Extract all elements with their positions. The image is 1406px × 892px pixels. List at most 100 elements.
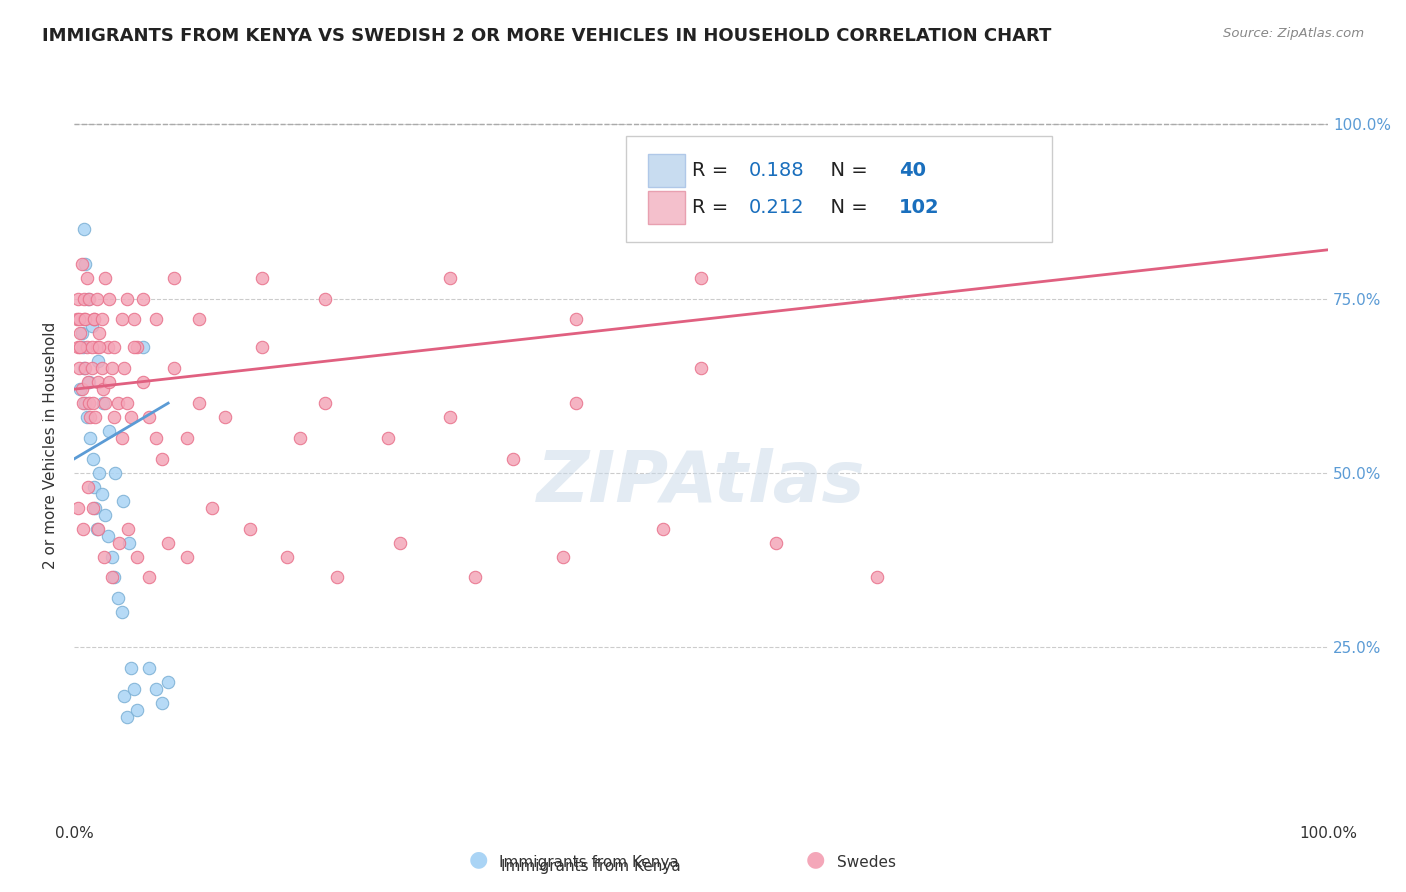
Point — [75, 312, 97, 326]
Point — [75, 396, 97, 410]
Point — [111, 431, 134, 445]
Point — [124, 681, 146, 696]
Point — [239, 522, 262, 536]
Point — [652, 522, 675, 536]
Text: 0.212: 0.212 — [749, 198, 804, 218]
Text: 102: 102 — [900, 198, 939, 218]
Point — [326, 570, 349, 584]
Point — [100, 549, 122, 564]
Point — [90, 361, 112, 376]
Point — [866, 570, 889, 584]
Point — [145, 681, 167, 696]
Point — [464, 570, 486, 584]
Point — [80, 340, 103, 354]
Point — [111, 312, 134, 326]
Point — [76, 410, 98, 425]
Point — [65, 312, 87, 326]
Point — [111, 493, 134, 508]
Point — [103, 340, 125, 354]
Point — [72, 396, 94, 410]
Point — [87, 522, 110, 536]
Point — [79, 410, 101, 425]
Point — [100, 361, 122, 376]
Point — [250, 270, 273, 285]
Point — [157, 535, 180, 549]
Text: ●: ● — [806, 850, 825, 870]
Point — [90, 487, 112, 501]
Text: Swedes: Swedes — [837, 855, 896, 870]
Point — [138, 570, 160, 584]
Point — [108, 535, 131, 549]
Text: R =: R = — [692, 198, 735, 218]
Point — [66, 292, 89, 306]
Point — [86, 340, 108, 354]
Point — [73, 361, 96, 376]
Point — [314, 292, 336, 306]
Point — [107, 591, 129, 606]
Point — [157, 675, 180, 690]
Point — [72, 522, 94, 536]
Point — [188, 312, 211, 326]
Point — [66, 340, 89, 354]
Point — [84, 410, 107, 425]
Point — [145, 312, 167, 326]
Point — [98, 376, 121, 390]
Point — [115, 396, 138, 410]
Text: IMMIGRANTS FROM KENYA VS SWEDISH 2 OR MORE VEHICLES IN HOUSEHOLD CORRELATION CHA: IMMIGRANTS FROM KENYA VS SWEDISH 2 OR MO… — [42, 27, 1052, 45]
Text: R =: R = — [692, 161, 735, 179]
Point — [377, 431, 399, 445]
Point — [75, 257, 97, 271]
Text: ZIPAtlas: ZIPAtlas — [537, 448, 865, 517]
Point — [73, 312, 96, 326]
Point — [176, 431, 198, 445]
Text: Immigrants from Kenya: Immigrants from Kenya — [501, 859, 681, 874]
Point — [117, 522, 139, 536]
Point — [97, 340, 120, 354]
Point — [690, 270, 713, 285]
Point — [103, 570, 125, 584]
Point — [132, 376, 155, 390]
Point — [201, 500, 224, 515]
Point — [176, 549, 198, 564]
Point — [439, 270, 461, 285]
Point — [132, 340, 155, 354]
Point — [70, 382, 93, 396]
Point — [214, 410, 236, 425]
FancyBboxPatch shape — [648, 191, 685, 225]
Point — [564, 312, 586, 326]
Point — [104, 466, 127, 480]
Point — [73, 292, 96, 306]
Point — [564, 396, 586, 410]
Point — [112, 361, 135, 376]
Point — [502, 451, 524, 466]
Point — [93, 549, 115, 564]
Point — [815, 222, 838, 236]
Point — [125, 340, 148, 354]
Point — [89, 326, 111, 341]
Point — [138, 661, 160, 675]
Point — [112, 689, 135, 703]
Point — [150, 451, 173, 466]
Point — [76, 340, 98, 354]
Point — [120, 661, 142, 675]
Point — [77, 396, 100, 410]
Point — [80, 319, 103, 334]
Point — [89, 466, 111, 480]
Point — [125, 703, 148, 717]
Point — [77, 292, 100, 306]
Point — [70, 326, 93, 341]
Point — [73, 222, 96, 236]
Point — [77, 292, 100, 306]
Point — [77, 376, 100, 390]
Point — [250, 340, 273, 354]
Point — [103, 410, 125, 425]
Point — [82, 451, 104, 466]
Point — [84, 500, 107, 515]
Point — [82, 500, 104, 515]
Point — [276, 549, 298, 564]
Point — [314, 396, 336, 410]
Point — [82, 396, 104, 410]
Point — [163, 270, 186, 285]
Point — [107, 396, 129, 410]
Point — [439, 410, 461, 425]
